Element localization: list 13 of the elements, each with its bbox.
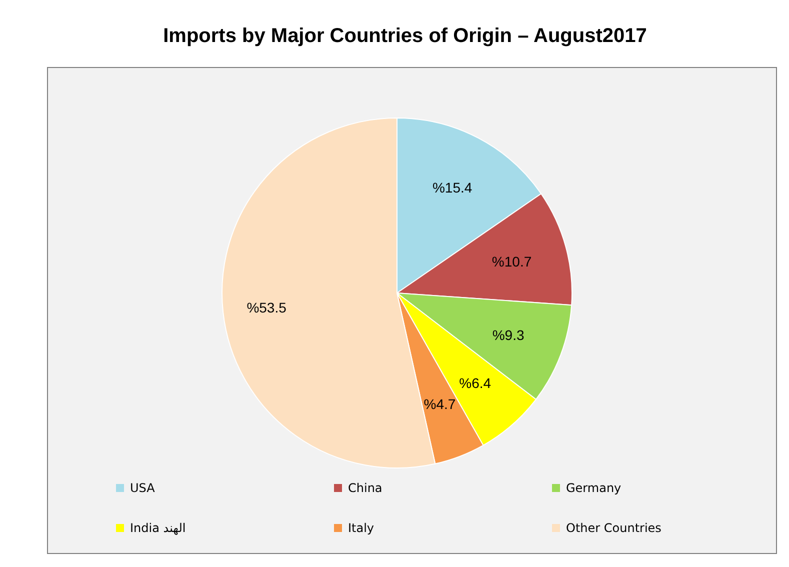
data-label: %10.7 xyxy=(492,254,532,270)
legend-label: Italy xyxy=(348,521,374,535)
legend-label: India الهند xyxy=(130,521,186,535)
legend-label: USA xyxy=(130,481,156,495)
data-label: %9.3 xyxy=(492,327,524,344)
data-label: %6.4 xyxy=(459,374,492,391)
data-label: %15.4 xyxy=(432,180,472,196)
legend-label: China xyxy=(348,481,382,495)
data-label: %53.5 xyxy=(246,299,287,316)
legend-label: Germany xyxy=(566,481,622,495)
data-label: %4.7 xyxy=(424,396,456,412)
chart-title: Imports by Major Countries of Origin – August2017 xyxy=(163,25,647,47)
legend-label: Other Countries xyxy=(566,521,662,535)
